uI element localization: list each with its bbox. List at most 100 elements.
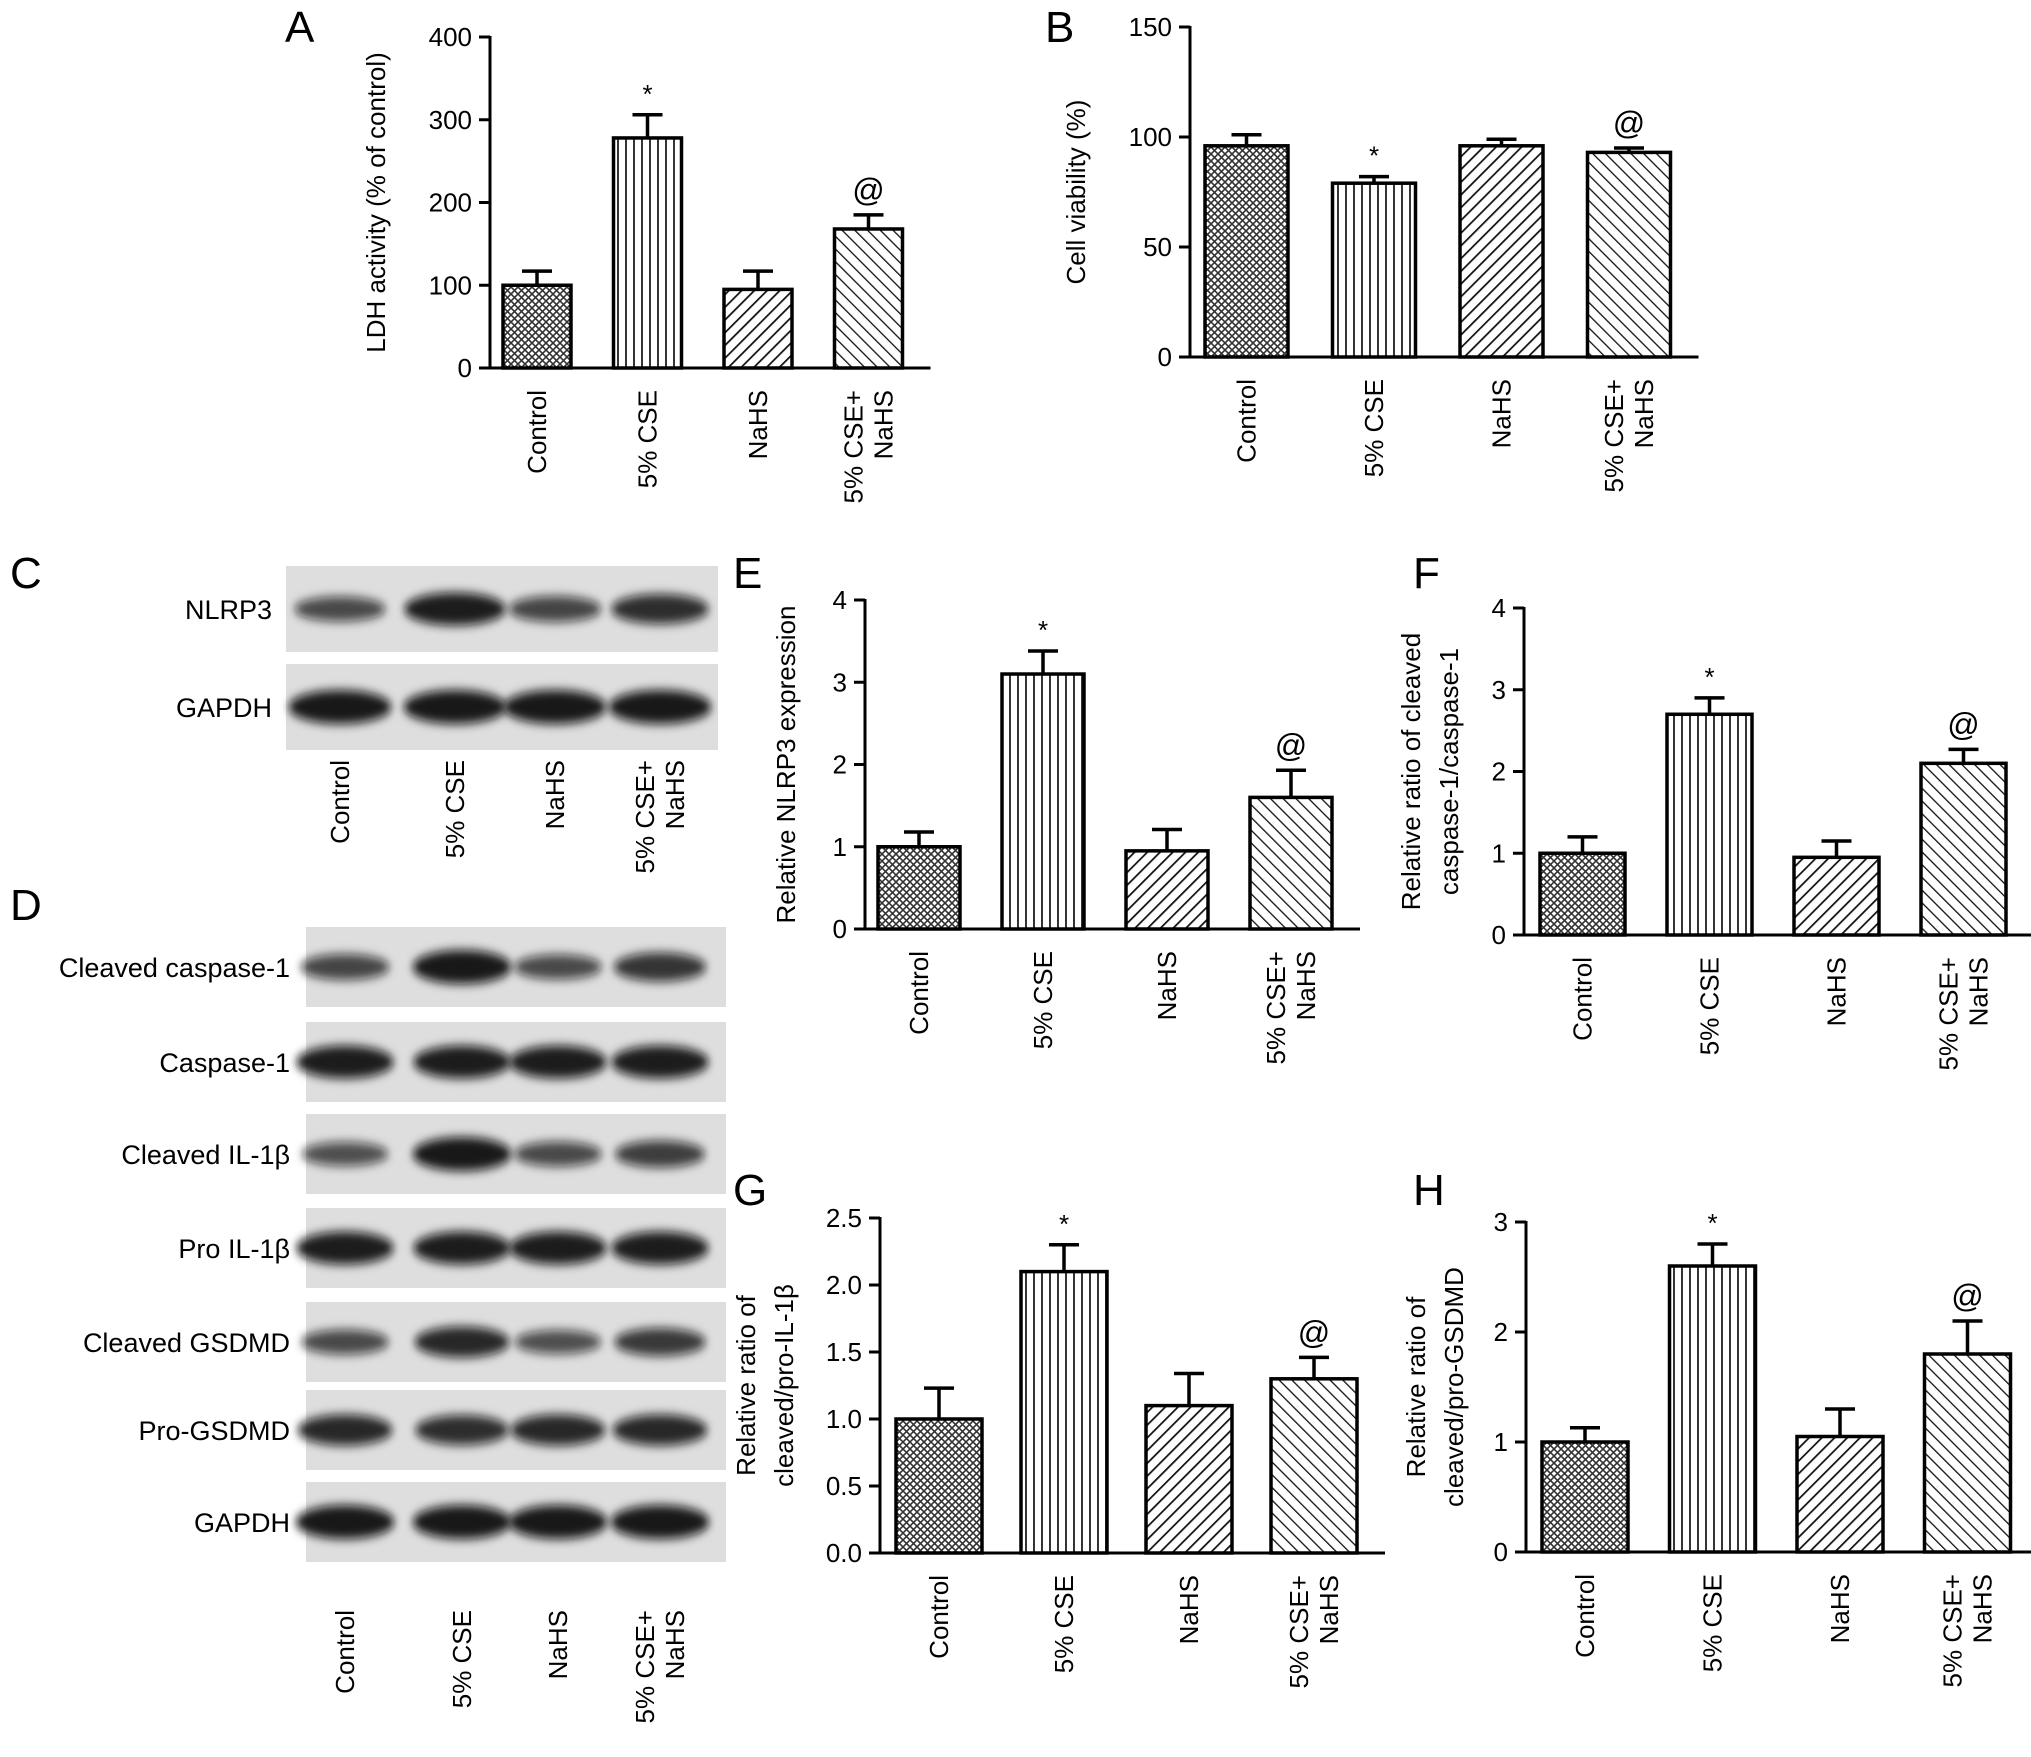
panel-letter-d: D xyxy=(10,881,42,930)
blot-band xyxy=(414,1326,510,1358)
bar xyxy=(1538,851,1627,937)
significance-mark-star: * xyxy=(1707,1208,1717,1238)
bar xyxy=(1665,712,1754,937)
y-tick-label: 4 xyxy=(1492,593,1506,623)
x-category-label: NaHS xyxy=(1174,1575,1204,1644)
blot-band xyxy=(414,1415,510,1445)
bar xyxy=(832,227,905,370)
y-axis-title: LDH activity (% of control) xyxy=(361,52,391,353)
y-tick-label: 2.0 xyxy=(826,1270,862,1300)
chart-f: 0 1 2 3 4 Relative ratio of cleaved caspase-1/… xyxy=(1396,593,2031,1070)
error-bar xyxy=(1231,133,1262,146)
blot-band xyxy=(403,690,507,724)
blot-lane-label: Control xyxy=(330,1610,360,1694)
error-bar xyxy=(853,213,884,229)
bar xyxy=(611,136,684,370)
chart-g: 0.0 0.5 1.0 1.5 2.0 2.5 Relative ratio of cleav… xyxy=(731,1203,1385,1688)
x-category-label: 5% CSE xyxy=(1698,1574,1728,1672)
bar xyxy=(1922,1352,2013,1554)
blot-lane-label: 5% CSE xyxy=(440,760,470,858)
bar xyxy=(894,1417,984,1555)
blot-band xyxy=(412,1137,512,1171)
blot-band xyxy=(413,1045,511,1079)
blot-band xyxy=(296,1045,394,1079)
blot-band xyxy=(509,1045,607,1079)
error-bar xyxy=(1174,1371,1204,1406)
significance-mark-at: @ xyxy=(1613,105,1645,141)
blot-row-label: NLRP3 xyxy=(185,595,272,625)
panel-letter-a: A xyxy=(285,3,315,52)
significance-mark-star: * xyxy=(642,79,652,109)
y-axis-title: cleaved/pro-GSDMD xyxy=(1439,1267,1469,1507)
blot-row-label: Cleaved IL-1β xyxy=(121,1140,290,1170)
blot-band xyxy=(611,1231,709,1265)
blot-band xyxy=(611,594,709,624)
chart-e: 0 1 2 3 4 Relative NLRP3 expression Control * 5%… xyxy=(771,585,1360,1064)
x-category-label: 5% CSE xyxy=(633,390,663,488)
blot-band xyxy=(612,1414,708,1446)
blot-lane-label: NaHS xyxy=(543,1610,573,1679)
blot-band xyxy=(614,1140,706,1168)
bar xyxy=(1540,1440,1630,1554)
x-category-label: Control xyxy=(1232,379,1262,463)
blot-band xyxy=(510,1414,606,1446)
x-category-label: NaHS xyxy=(1825,1574,1855,1643)
y-tick-label: 0.5 xyxy=(826,1471,862,1501)
blot-row-label: Caspase-1 xyxy=(159,1048,290,1078)
y-tick-label: 1 xyxy=(1492,838,1506,868)
blot-band xyxy=(508,596,602,622)
y-tick-label: 100 xyxy=(1129,122,1172,152)
error-bar xyxy=(1697,1242,1728,1266)
bar xyxy=(1458,144,1545,359)
blot-band xyxy=(297,1414,393,1446)
error-bar xyxy=(1570,1425,1600,1442)
significance-mark-at: @ xyxy=(1275,727,1307,763)
x-category-label: NaHS xyxy=(1822,957,1852,1026)
x-category-label: 5% CSE+NaHS xyxy=(1599,379,1659,492)
y-axis-title: cleaved/pro-IL-1β xyxy=(769,1284,799,1487)
significance-mark-star: * xyxy=(1704,662,1714,692)
x-category-label: 5% CSE+NaHS xyxy=(1284,1575,1344,1688)
blot-band xyxy=(412,1505,512,1539)
blot-band xyxy=(294,596,386,622)
x-category-label: Control xyxy=(924,1575,954,1659)
error-bar xyxy=(743,269,773,290)
panel-letter-e: E xyxy=(733,549,762,598)
blot-row-label: Cleaved caspase-1 xyxy=(59,953,290,983)
blot-band xyxy=(509,1231,607,1265)
blot-lane-label: 5% CSE+NaHS xyxy=(630,760,690,873)
x-category-label: 5% CSE xyxy=(1049,1575,1079,1673)
significance-mark-at: @ xyxy=(852,172,884,208)
y-tick-label: 0 xyxy=(1494,1537,1508,1567)
y-tick-label: 1 xyxy=(833,832,847,862)
bar xyxy=(1019,1269,1109,1555)
blot-band xyxy=(514,1330,602,1354)
x-category-label: Control xyxy=(1568,957,1598,1041)
y-axis-title: Relative ratio of cleaved xyxy=(1396,633,1426,910)
x-category-label: 5% CSE+NaHS xyxy=(1261,951,1321,1064)
blot-band xyxy=(608,690,712,724)
blot-c: NLRP3 GAPDH Control 5% CSE NaHS 5% CSE+NaHS xyxy=(176,566,718,873)
bar xyxy=(1203,144,1290,359)
y-tick-label: 0.0 xyxy=(826,1538,862,1568)
error-bar xyxy=(1952,1319,1983,1354)
x-category-label: 5% CSE+NaHS xyxy=(1938,1574,1998,1687)
blot-band xyxy=(412,950,512,984)
blot-band xyxy=(300,954,390,980)
y-tick-label: 1.5 xyxy=(826,1337,862,1367)
blot-d: Cleaved caspase-1 Caspase-1 Cleaved IL-1β P… xyxy=(59,927,726,1723)
error-bar xyxy=(924,1386,954,1419)
y-tick-label: 3 xyxy=(833,667,847,697)
blot-row-label: GAPDH xyxy=(194,1508,290,1538)
x-category-label: NaHS xyxy=(743,390,773,459)
significance-mark-star: * xyxy=(1059,1209,1069,1239)
chart-b: 0 50 100 150 Cell viability (%) Control * 5% CS… xyxy=(1061,12,1699,492)
x-category-label: Control xyxy=(1570,1574,1600,1658)
error-bar xyxy=(1299,1355,1329,1379)
y-tick-label: 400 xyxy=(429,22,472,52)
blot-lane-label: 5% CSE xyxy=(447,1610,477,1708)
panel-letter-b: B xyxy=(1045,3,1074,52)
error-bar xyxy=(1825,1407,1855,1437)
bar xyxy=(722,287,794,370)
blot-row-label: Pro IL-1β xyxy=(178,1234,290,1264)
